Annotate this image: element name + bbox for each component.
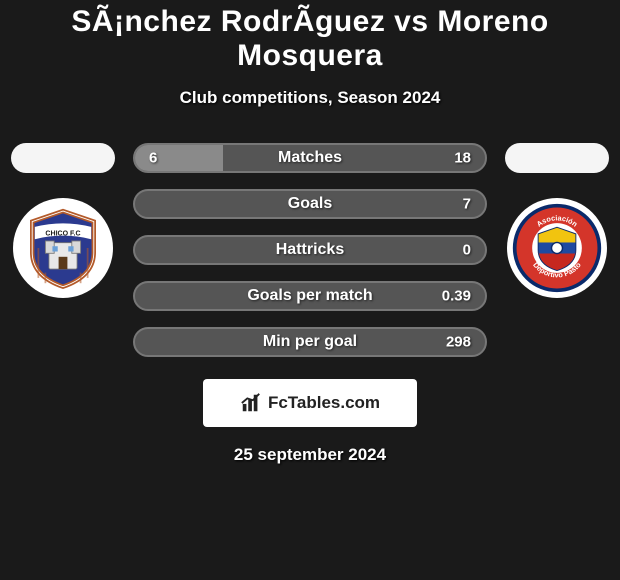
stat-right-value: 7 xyxy=(463,196,471,213)
stat-bar-hattricks: Hattricks 0 xyxy=(133,235,487,265)
stat-bar-goals-per-match: Goals per match 0.39 xyxy=(133,281,487,311)
stat-bar-goals: Goals 7 xyxy=(133,189,487,219)
comparison-card: SÃ¡nchez RodrÃ­guez vs Moreno Mosquera C… xyxy=(0,0,620,465)
player-left-pill xyxy=(11,143,115,173)
page-title: SÃ¡nchez RodrÃ­guez vs Moreno Mosquera xyxy=(0,5,620,73)
player-right-column: Asociación Deportivo Pasto xyxy=(502,143,612,298)
stat-label: Goals per match xyxy=(247,287,372,305)
club-crest-left: CHICO F.C xyxy=(13,198,113,298)
stat-label: Goals xyxy=(288,195,332,213)
stat-right-value: 298 xyxy=(446,334,471,351)
club-crest-right: Asociación Deportivo Pasto xyxy=(507,198,607,298)
stat-label: Matches xyxy=(278,149,342,167)
stat-bar-matches: 6 Matches 18 xyxy=(133,143,487,173)
main-row: CHICO F.C xyxy=(0,143,620,357)
stat-bar-min-per-goal: Min per goal 298 xyxy=(133,327,487,357)
date-label: 25 september 2024 xyxy=(0,445,620,465)
pasto-crest-icon: Asociación Deportivo Pasto xyxy=(511,202,603,294)
logo-text: FcTables.com xyxy=(268,393,380,413)
stat-right-value: 0 xyxy=(463,242,471,259)
stat-left-value: 6 xyxy=(149,150,157,167)
player-left-column: CHICO F.C xyxy=(8,143,118,298)
stat-right-value: 0.39 xyxy=(442,288,471,305)
player-right-pill xyxy=(505,143,609,173)
subtitle: Club competitions, Season 2024 xyxy=(0,88,620,108)
stat-bars: 6 Matches 18 Goals 7 Hattricks 0 Goals p… xyxy=(118,143,502,357)
stat-right-value: 18 xyxy=(454,150,471,167)
svg-text:CHICO F.C: CHICO F.C xyxy=(45,231,80,238)
chico-crest-icon: CHICO F.C xyxy=(19,204,107,292)
bar-chart-icon xyxy=(240,392,262,414)
fctables-logo[interactable]: FcTables.com xyxy=(203,379,417,427)
stat-label: Min per goal xyxy=(263,333,357,351)
stat-label: Hattricks xyxy=(276,241,344,259)
